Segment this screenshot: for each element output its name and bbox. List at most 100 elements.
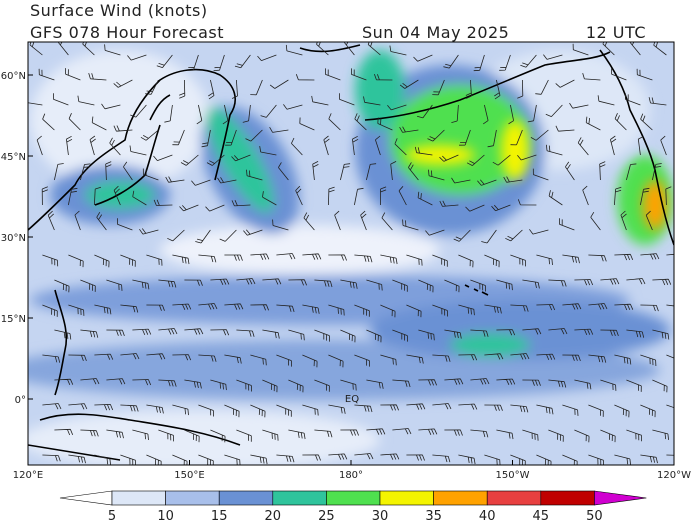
wind-barb xyxy=(208,79,215,100)
wind-barb xyxy=(94,304,112,315)
wind-barb xyxy=(246,169,263,181)
wind-barb xyxy=(548,379,567,388)
wind-barb xyxy=(250,79,263,96)
wind-barb xyxy=(652,379,668,393)
wind-barb xyxy=(402,219,419,231)
wind-barb xyxy=(536,254,553,266)
wind-barb xyxy=(172,254,190,265)
wind-barb xyxy=(585,116,601,131)
wind-barb xyxy=(470,429,489,438)
wind-barb xyxy=(42,403,62,410)
wind-barb xyxy=(302,454,321,461)
wind-barb xyxy=(234,54,251,69)
wind-barb xyxy=(328,186,335,206)
wind-barb xyxy=(354,113,367,131)
wind-barb xyxy=(394,138,407,156)
wind-barb xyxy=(153,154,173,161)
wind-barb xyxy=(291,137,303,156)
wind-barb xyxy=(295,185,303,206)
wind-barb xyxy=(146,304,165,311)
wind-barb xyxy=(418,279,434,293)
wind-barb xyxy=(82,42,95,56)
wind-barb xyxy=(640,404,656,418)
wind-barb xyxy=(600,379,617,391)
wind-barb xyxy=(636,68,653,81)
wind-barb xyxy=(543,54,563,60)
wind-barb xyxy=(288,279,307,286)
wind-barb xyxy=(588,303,608,310)
wind-barb xyxy=(380,186,387,206)
wind-barb xyxy=(432,79,445,96)
wind-barb xyxy=(366,279,383,291)
wind-barb xyxy=(314,329,330,342)
wind-barb xyxy=(68,304,85,316)
wind-barb xyxy=(600,278,620,285)
wind-barb xyxy=(548,190,563,206)
wind-barb xyxy=(42,254,59,267)
wind-barb xyxy=(590,211,601,231)
wind-barb xyxy=(120,404,139,412)
wind-barb xyxy=(42,113,55,131)
wind-barb xyxy=(665,186,672,206)
wind-barb xyxy=(473,54,485,72)
wind-barb xyxy=(470,279,486,292)
wind-barb xyxy=(354,254,373,263)
wind-barb xyxy=(105,161,112,181)
wind-barb xyxy=(66,135,73,156)
wind-barb xyxy=(54,378,74,385)
wind-barb xyxy=(328,304,345,316)
wind-barb xyxy=(392,428,412,435)
colorbar-label: 5 xyxy=(108,509,116,524)
wind-barb xyxy=(127,54,147,61)
wind-barb xyxy=(548,328,568,335)
wind-barb xyxy=(614,354,632,365)
wind-barb xyxy=(106,279,123,291)
wind-barb xyxy=(458,454,476,465)
wind-barb xyxy=(484,254,500,268)
wind-barb xyxy=(156,54,173,68)
wind-barb xyxy=(470,329,489,337)
wind-barb xyxy=(574,279,594,286)
wind-barb xyxy=(484,304,502,314)
wind-barb xyxy=(477,179,497,186)
colorbar-segment xyxy=(379,490,434,506)
wind-barb xyxy=(418,329,435,341)
wind-barb xyxy=(68,354,87,362)
wind-barb xyxy=(139,228,159,235)
wind-barb xyxy=(458,304,475,316)
wind-barb xyxy=(28,102,43,106)
date: Sun 04 May 2025 xyxy=(362,23,509,42)
wind-barb xyxy=(577,137,589,156)
wind-barb xyxy=(213,54,225,71)
wind-barb xyxy=(443,54,459,69)
wind-barb xyxy=(602,42,615,56)
lat-label: 0° xyxy=(15,395,26,406)
wind-barb xyxy=(406,454,425,461)
wind-barb xyxy=(487,129,497,148)
wind-barb xyxy=(626,278,646,285)
wind-barb xyxy=(196,104,203,125)
wind-barb xyxy=(250,253,270,260)
wind-barb xyxy=(184,279,203,286)
wind-barb xyxy=(508,104,514,125)
wind-barb xyxy=(482,104,489,125)
wind-barb xyxy=(217,177,237,184)
wind-barb xyxy=(536,353,556,361)
wind-barb xyxy=(89,135,96,156)
lat-label: 45°N xyxy=(1,152,26,163)
wind-barb xyxy=(406,403,426,410)
lat-labels: 60°N 45°N 30°N 15°N 0° xyxy=(1,71,33,406)
wind-barb xyxy=(120,353,140,360)
wind-barb xyxy=(666,304,674,307)
wind-barb xyxy=(68,454,86,464)
wind-barb xyxy=(559,218,575,231)
lon-label: 150°W xyxy=(496,470,530,481)
wind-barb xyxy=(458,403,478,410)
wind-barb xyxy=(132,379,152,386)
wind-barb xyxy=(439,154,459,162)
wind-barb xyxy=(522,379,541,386)
wind-barb xyxy=(439,200,459,207)
wind-barb xyxy=(65,68,81,81)
wind-barb xyxy=(481,229,497,244)
wind-barb xyxy=(640,354,657,367)
